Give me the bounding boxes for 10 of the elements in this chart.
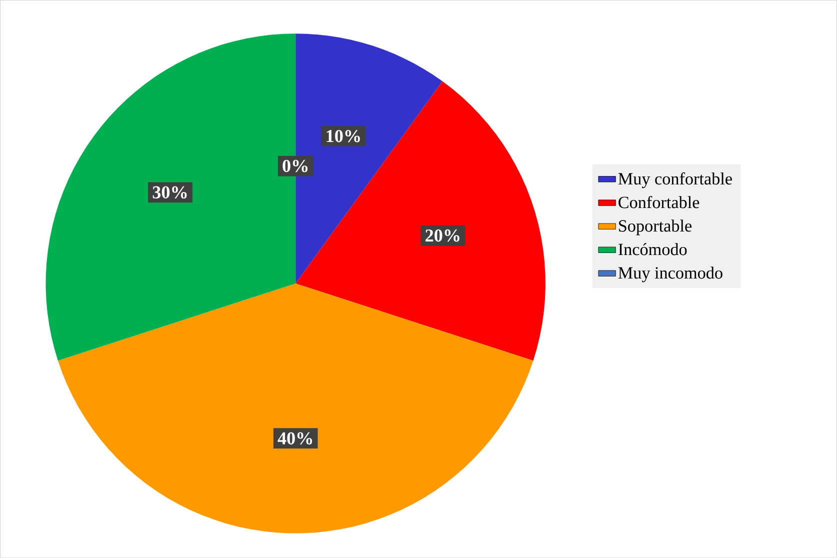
legend-label: Muy incomodo — [618, 266, 722, 282]
data-label: 40% — [278, 432, 312, 445]
legend-label: Soportable — [619, 220, 692, 236]
data-label: 20% — [426, 230, 460, 242]
legend-label: Incómodo — [618, 243, 687, 256]
legend-label: Muy confortable — [618, 172, 732, 188]
data-label: 30% — [152, 186, 187, 199]
legend-label: Confortable — [618, 196, 700, 208]
text: 0% — [282, 160, 308, 172]
data-label: 10% — [326, 130, 360, 142]
